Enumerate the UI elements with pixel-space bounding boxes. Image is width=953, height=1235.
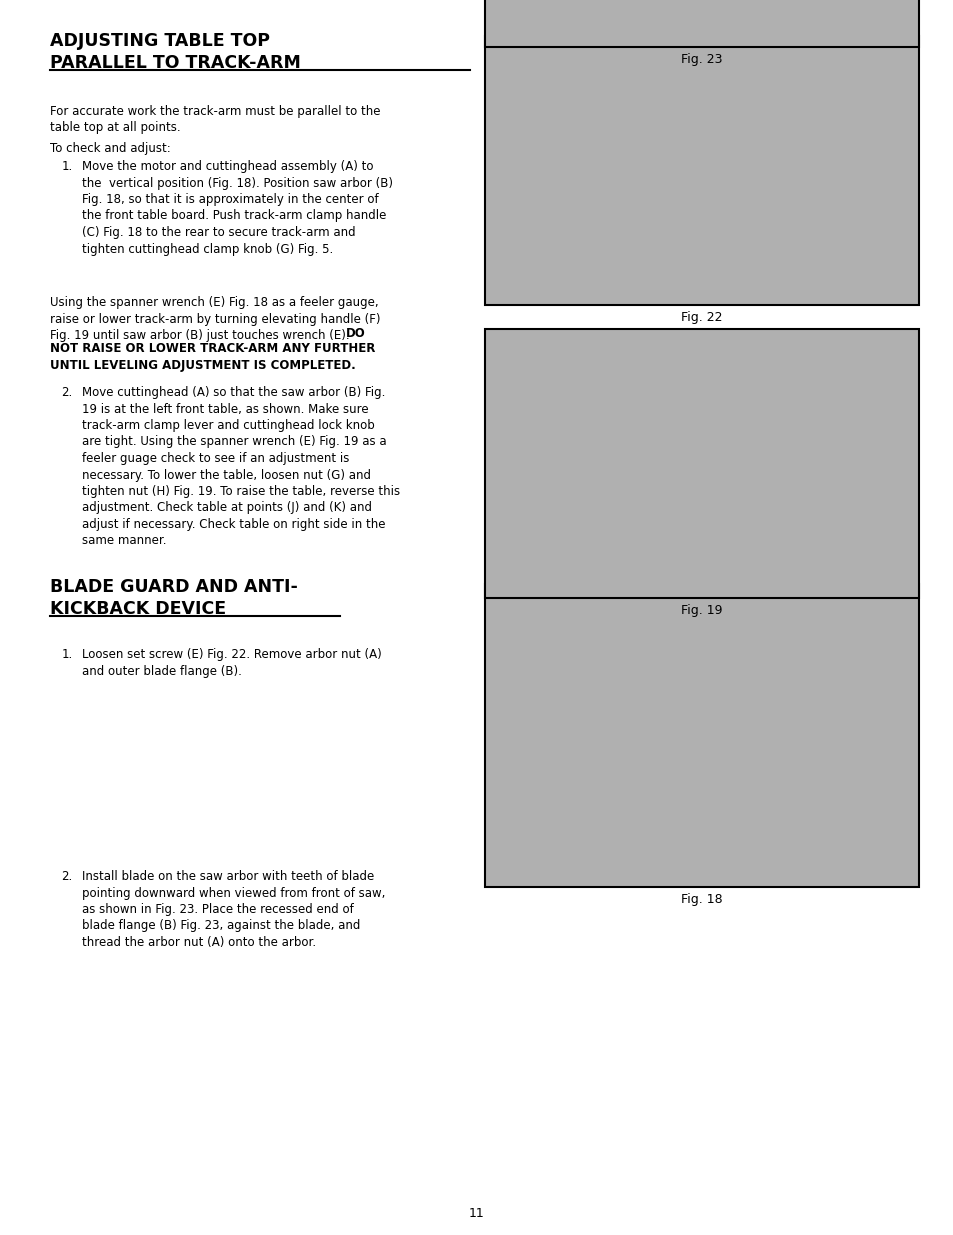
Text: PARALLEL TO TRACK-ARM: PARALLEL TO TRACK-ARM xyxy=(50,54,300,72)
Text: ADJUSTING TABLE TOP: ADJUSTING TABLE TOP xyxy=(50,32,270,49)
Text: 2.: 2. xyxy=(62,387,72,399)
Bar xyxy=(484,0,918,47)
Bar xyxy=(484,36,918,305)
Text: 1.: 1. xyxy=(62,161,72,173)
Text: BLADE GUARD AND ANTI-: BLADE GUARD AND ANTI- xyxy=(50,578,297,597)
Text: Fig. 18: Fig. 18 xyxy=(680,893,721,905)
Text: Install blade on the saw arbor with teeth of blade
pointing downward when viewed: Install blade on the saw arbor with teet… xyxy=(82,869,385,948)
Text: Using the spanner wrench (E) Fig. 18 as a feeler gauge,
raise or lower track-arm: Using the spanner wrench (E) Fig. 18 as … xyxy=(50,296,379,342)
Text: 2.: 2. xyxy=(62,869,72,883)
Text: Fig. 23: Fig. 23 xyxy=(680,53,721,65)
Text: KICKBACK DEVICE: KICKBACK DEVICE xyxy=(50,600,226,618)
Text: Fig. 22: Fig. 22 xyxy=(680,311,721,324)
Text: To check and adjust:: To check and adjust: xyxy=(50,142,171,156)
Text: DO: DO xyxy=(345,327,365,340)
Text: Move cuttinghead (A) so that the saw arbor (B) Fig.
19 is at the left front tabl: Move cuttinghead (A) so that the saw arb… xyxy=(82,387,399,547)
Bar xyxy=(484,329,918,598)
Text: NOT RAISE OR LOWER TRACK-ARM ANY FURTHER
UNTIL LEVELING ADJUSTMENT IS COMPLETED.: NOT RAISE OR LOWER TRACK-ARM ANY FURTHER… xyxy=(50,342,375,372)
Text: 1.: 1. xyxy=(62,648,72,661)
Text: 11: 11 xyxy=(469,1207,484,1220)
Bar xyxy=(484,584,918,887)
Text: Move the motor and cuttinghead assembly (A) to
the  vertical position (Fig. 18).: Move the motor and cuttinghead assembly … xyxy=(82,161,393,256)
Text: Fig. 19: Fig. 19 xyxy=(680,604,721,616)
Text: For accurate work the track-arm must be parallel to the
table top at all points.: For accurate work the track-arm must be … xyxy=(50,105,379,135)
Text: Loosen set screw (E) Fig. 22. Remove arbor nut (A)
and outer blade flange (B).: Loosen set screw (E) Fig. 22. Remove arb… xyxy=(82,648,381,678)
